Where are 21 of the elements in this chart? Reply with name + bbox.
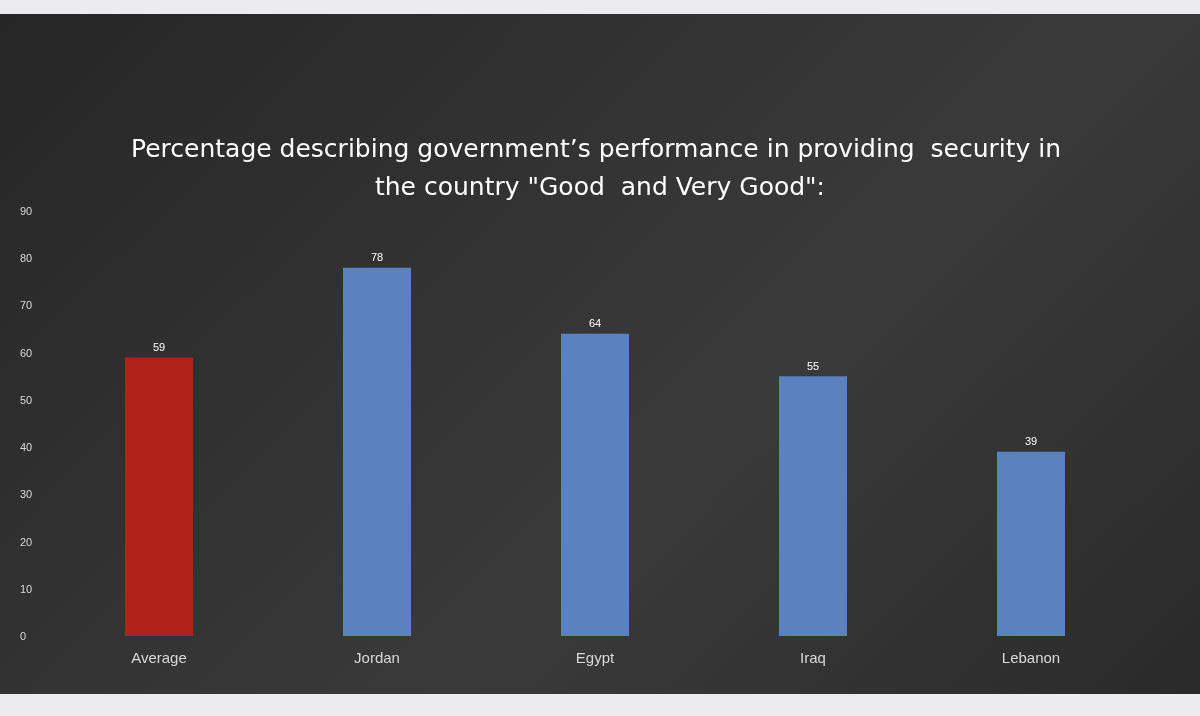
y-tick-label: 90	[20, 205, 33, 217]
data-label: 78	[370, 251, 384, 264]
y-tick-label: 0	[20, 630, 27, 642]
x-tick-label: Iraq	[800, 649, 826, 666]
y-tick-label: 30	[20, 488, 33, 501]
y-tick-label: 10	[20, 582, 33, 595]
y-tick-label: 50	[20, 393, 33, 406]
y-tick-label: 70	[20, 299, 33, 312]
x-tick-label: Lebanon	[1001, 649, 1061, 666]
y-tick-label: 80	[20, 252, 33, 265]
y-tick-label: 60	[20, 346, 33, 359]
x-tick-label: Egypt	[575, 649, 616, 666]
y-tick-label: 20	[20, 535, 33, 548]
data-label: 64	[588, 317, 602, 330]
data-label: 59	[152, 340, 166, 353]
x-tick-label: Jordan	[354, 649, 400, 666]
chart-title: Percentage describing government’s performance in providing security in the country "Good and Very Good":	[131, 133, 1069, 201]
data-label: 55	[806, 359, 820, 372]
x-tick-label: Average	[131, 649, 187, 666]
y-tick-label: 40	[20, 441, 33, 454]
data-label: 39	[1024, 435, 1038, 448]
